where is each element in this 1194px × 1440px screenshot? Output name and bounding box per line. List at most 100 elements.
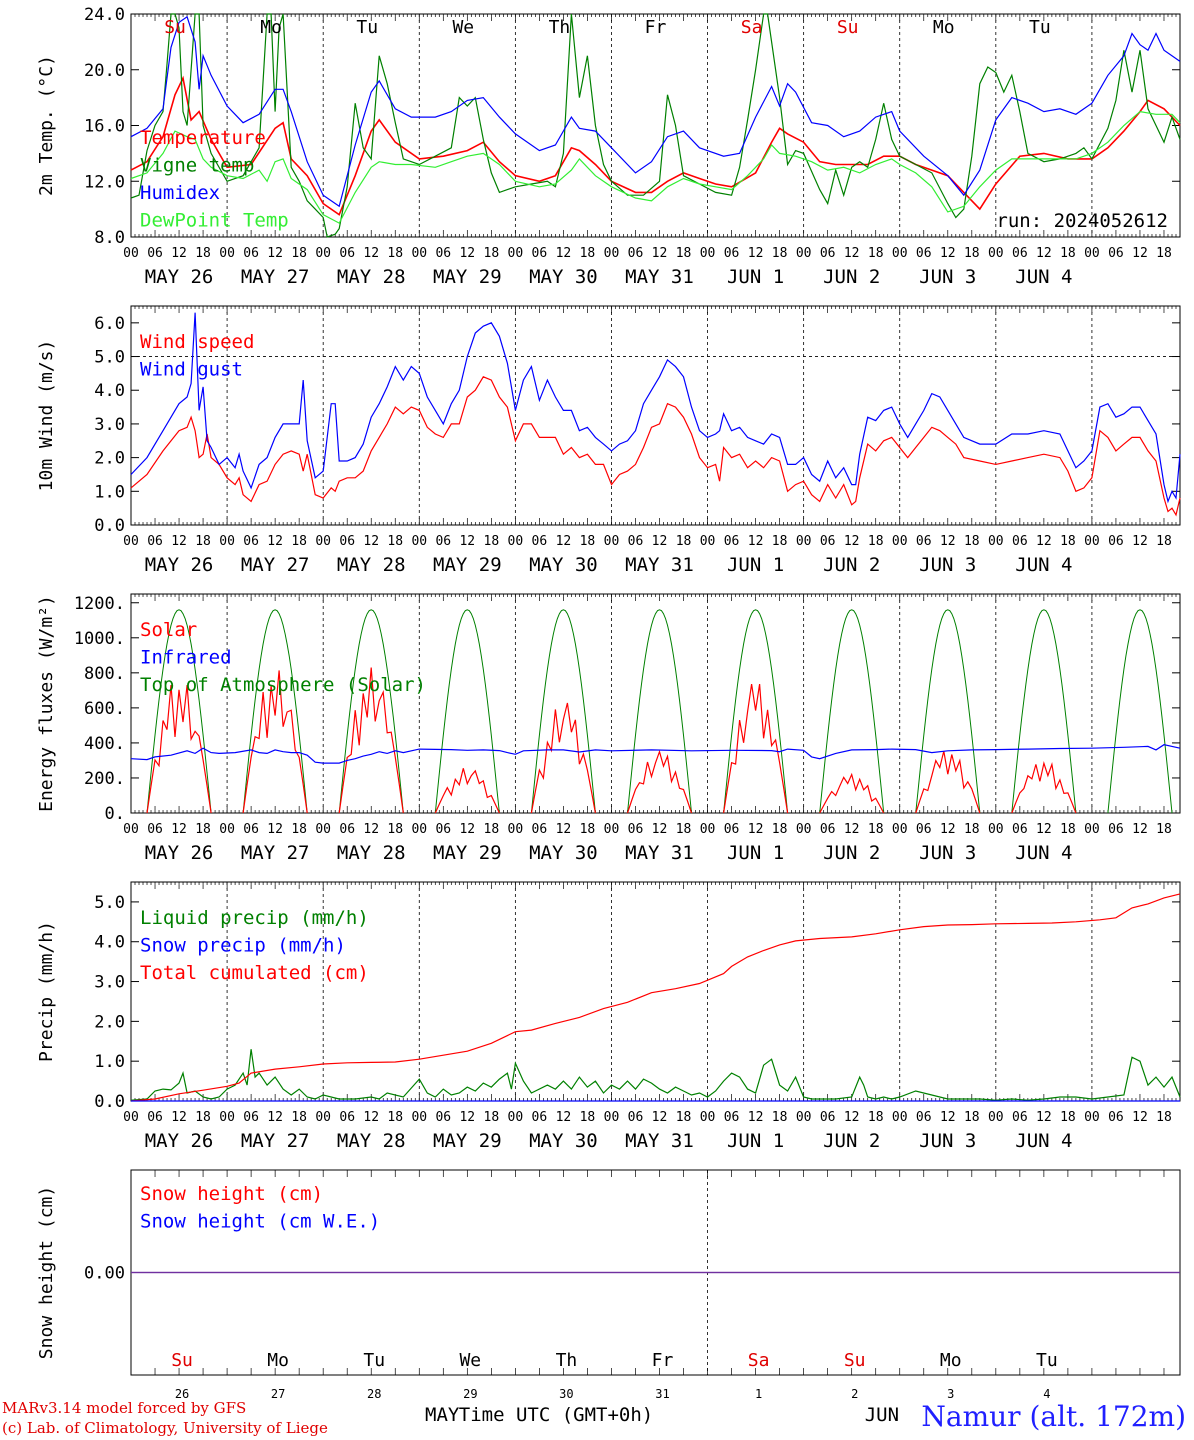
date-label: MAY 30	[529, 554, 598, 576]
day-number: 27	[271, 1387, 285, 1400]
date-label: MAY 30	[529, 1130, 598, 1152]
weekday-label: Tu	[356, 17, 378, 38]
y-tick-label: 12.0	[84, 172, 125, 192]
hour-label: 18	[964, 246, 980, 261]
hour-label: 00	[411, 1110, 427, 1125]
hour-label: 06	[435, 1110, 451, 1125]
series-line-temperature	[130, 75, 1181, 216]
toa-solar-line	[915, 609, 981, 814]
hour-label: 18	[1156, 246, 1172, 261]
hour-label: 12	[363, 822, 379, 837]
hour-label: 06	[243, 1110, 259, 1125]
solar-line	[723, 684, 789, 814]
toa-solar-line	[1107, 609, 1173, 814]
hour-label: 06	[820, 1110, 836, 1125]
legend-entry: Snow precip (mm/h)	[140, 935, 346, 957]
hour-label: 00	[315, 246, 331, 261]
hour-label: 12	[940, 822, 956, 837]
weekday-label: Su	[837, 17, 859, 38]
hour-label: 18	[868, 246, 884, 261]
day-number: 2	[851, 1387, 858, 1400]
weekday-label: We	[452, 17, 474, 38]
y-tick-label: 0.	[105, 804, 125, 824]
hour-label: 00	[892, 822, 908, 837]
date-label: MAY 31	[625, 1130, 694, 1152]
hour-label: 00	[315, 1110, 331, 1125]
series-line-vigne-temp	[130, 13, 1181, 238]
day-number: 3	[947, 1387, 954, 1400]
hour-label: 06	[339, 246, 355, 261]
date-label: MAY 30	[529, 842, 598, 864]
hour-label: 18	[1060, 534, 1076, 549]
hour-label: 12	[556, 246, 572, 261]
hour-label: 18	[772, 246, 788, 261]
hour-label: 12	[171, 246, 187, 261]
hour-label: 18	[964, 822, 980, 837]
legend-entry: Snow height (cm W.E.)	[140, 1211, 380, 1233]
hour-label: 00	[508, 822, 524, 837]
toa-solar-line	[1011, 609, 1077, 814]
hour-label: 06	[1012, 1110, 1028, 1125]
legend-entry: Top of Atmosphere (Solar)	[140, 674, 426, 696]
hour-label: 00	[796, 822, 812, 837]
hour-label: 06	[916, 1110, 932, 1125]
date-label: JUN 2	[823, 1130, 880, 1152]
hour-label: 06	[628, 1110, 644, 1125]
y-tick-label: 4.0	[94, 933, 125, 953]
hour-label: 18	[484, 1110, 500, 1125]
hour-label: 00	[508, 246, 524, 261]
hour-label: 12	[1036, 822, 1052, 837]
hour-label: 18	[195, 1110, 211, 1125]
hour-label: 18	[484, 822, 500, 837]
hour-label: 06	[1108, 1110, 1124, 1125]
hour-label: 00	[123, 1110, 139, 1125]
y-tick-label: 2.0	[94, 449, 125, 469]
solar-line	[626, 749, 693, 814]
panel-frame	[130, 593, 1181, 814]
date-label: JUN 4	[1015, 842, 1072, 864]
hour-label: 00	[1084, 534, 1100, 549]
hour-label: 00	[604, 246, 620, 261]
legend-entry: Solar	[140, 619, 197, 641]
y-tick-label: 4.0	[94, 381, 125, 401]
hour-label: 06	[916, 534, 932, 549]
hour-label: 18	[291, 246, 307, 261]
hour-label: 18	[195, 246, 211, 261]
toa-solar-line	[434, 609, 500, 814]
hour-label: 12	[171, 1110, 187, 1125]
date-label: MAY 28	[337, 266, 406, 288]
hour-label: 12	[363, 246, 379, 261]
toa-solar-line	[242, 609, 308, 814]
hour-label: 12	[459, 246, 475, 261]
legend-entry: Liquid precip (mm/h)	[140, 907, 369, 929]
y-tick-label: 20.0	[84, 61, 125, 81]
y-tick-label: 3.0	[94, 973, 125, 993]
hour-label: 06	[243, 246, 259, 261]
legend-entry: Wind speed	[140, 331, 254, 353]
hour-label: 12	[171, 822, 187, 837]
hour-label: 12	[748, 534, 764, 549]
weekday-label: Th	[556, 1350, 578, 1371]
hour-label: 06	[435, 822, 451, 837]
hour-label: 06	[724, 1110, 740, 1125]
legend-entry: Humidex	[140, 182, 220, 204]
hour-label: 18	[1156, 1110, 1172, 1125]
hour-label: 06	[532, 246, 548, 261]
date-label: MAY 27	[241, 1130, 310, 1152]
hour-label: 00	[988, 246, 1004, 261]
series-line-dewpoint-temp	[130, 110, 1181, 224]
day-number: 28	[367, 1387, 381, 1400]
hour-label: 18	[676, 1110, 692, 1125]
hour-label: 12	[459, 534, 475, 549]
y-axis-title: 10m Wind (m/s)	[36, 340, 57, 492]
hour-label: 18	[964, 1110, 980, 1125]
hour-label: 12	[1132, 822, 1148, 837]
panel-frame	[130, 305, 1181, 526]
hour-label: 18	[772, 1110, 788, 1125]
hour-label: 00	[988, 1110, 1004, 1125]
y-tick-label: 600.	[84, 699, 125, 719]
hour-label: 12	[1036, 534, 1052, 549]
solar-line	[338, 667, 404, 814]
solar-line	[434, 768, 500, 814]
date-label: MAY 31	[625, 266, 694, 288]
